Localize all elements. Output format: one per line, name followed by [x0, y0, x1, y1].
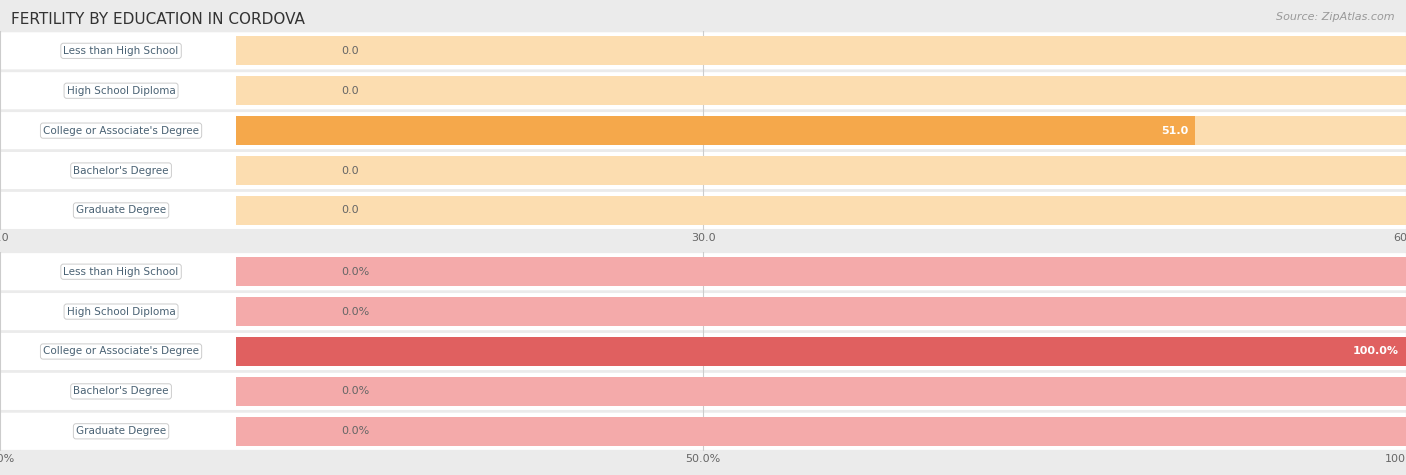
Bar — [236, 337, 1406, 366]
Bar — [236, 116, 1406, 145]
FancyBboxPatch shape — [0, 32, 1406, 69]
Text: 0.0%: 0.0% — [342, 266, 370, 277]
Bar — [236, 377, 1406, 406]
Text: College or Associate's Degree: College or Associate's Degree — [44, 125, 200, 136]
Bar — [236, 37, 1406, 65]
Text: High School Diploma: High School Diploma — [66, 86, 176, 96]
Text: 100.0%: 100.0% — [1353, 346, 1399, 357]
FancyBboxPatch shape — [0, 112, 1406, 149]
Text: High School Diploma: High School Diploma — [66, 306, 176, 317]
FancyBboxPatch shape — [0, 293, 1406, 330]
Bar — [236, 76, 1406, 105]
Bar — [236, 417, 1406, 446]
Bar — [236, 257, 1406, 286]
Bar — [236, 297, 1406, 326]
Text: Bachelor's Degree: Bachelor's Degree — [73, 386, 169, 397]
Bar — [236, 337, 1406, 366]
Bar — [236, 156, 1406, 185]
Text: 0.0%: 0.0% — [342, 306, 370, 317]
Text: 0.0: 0.0 — [342, 86, 359, 96]
Text: Bachelor's Degree: Bachelor's Degree — [73, 165, 169, 176]
FancyBboxPatch shape — [0, 373, 1406, 410]
FancyBboxPatch shape — [0, 192, 1406, 229]
Bar — [236, 116, 1195, 145]
Text: 0.0%: 0.0% — [342, 386, 370, 397]
Text: Graduate Degree: Graduate Degree — [76, 205, 166, 216]
Text: 51.0: 51.0 — [1161, 125, 1188, 136]
Text: Graduate Degree: Graduate Degree — [76, 426, 166, 437]
Bar — [236, 196, 1406, 225]
Text: 0.0: 0.0 — [342, 205, 359, 216]
Text: 0.0: 0.0 — [342, 46, 359, 56]
Text: Less than High School: Less than High School — [63, 46, 179, 56]
Text: Less than High School: Less than High School — [63, 266, 179, 277]
FancyBboxPatch shape — [0, 333, 1406, 370]
Text: 0.0%: 0.0% — [342, 426, 370, 437]
Text: FERTILITY BY EDUCATION IN CORDOVA: FERTILITY BY EDUCATION IN CORDOVA — [11, 12, 305, 27]
FancyBboxPatch shape — [0, 253, 1406, 290]
Text: College or Associate's Degree: College or Associate's Degree — [44, 346, 200, 357]
Text: Source: ZipAtlas.com: Source: ZipAtlas.com — [1277, 12, 1395, 22]
FancyBboxPatch shape — [0, 152, 1406, 189]
FancyBboxPatch shape — [0, 413, 1406, 450]
FancyBboxPatch shape — [0, 72, 1406, 109]
Text: 0.0: 0.0 — [342, 165, 359, 176]
